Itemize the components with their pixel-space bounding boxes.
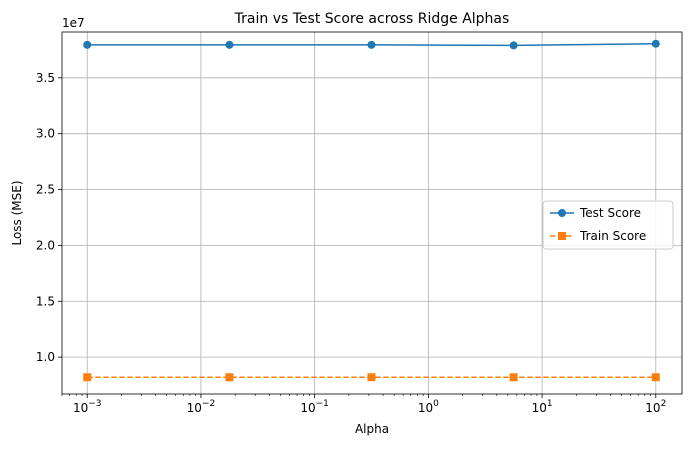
y-tick-label: 1.5 [36,294,55,308]
legend-test-marker [558,209,566,217]
y-tick-label: 2.5 [36,183,55,197]
x-tick-label: 10−2 [187,399,216,415]
y-tick-label: 1.0 [36,350,55,364]
chart-title: Train vs Test Score across Ridge Alphas [234,11,510,27]
test-score-point [83,40,92,49]
x-tick-label: 102 [645,399,666,415]
x-tick-label: 10−1 [300,399,329,415]
x-tick-label: 101 [532,399,553,415]
y-tick-label: 3.0 [36,127,55,141]
legend: Test Score Train Score [542,200,674,250]
x-axis: 10−3 10−2 10−1 100 101 102 [61,394,666,415]
train-score-point [509,373,518,382]
test-score-point [225,40,234,49]
train-score-point [83,373,92,382]
y-offset-label: 1e7 [62,16,85,30]
legend-train-marker [558,232,566,240]
test-score-point [367,40,376,49]
legend-train-label: Train Score [579,229,646,243]
series-layer [83,39,660,382]
x-tick-label: 10−3 [73,399,102,415]
y-axis: 1.0 1.5 2.0 2.5 3.0 3.5 [36,71,62,364]
y-tick-label: 2.0 [36,238,55,252]
x-tick-label: 100 [418,399,439,415]
legend-box [542,200,674,250]
train-score-point [651,373,660,382]
legend-test-label: Test Score [579,206,641,220]
y-axis-label: Loss (MSE) [10,180,24,245]
train-score-point [367,373,376,382]
y-tick-label: 3.5 [36,71,55,85]
train-score-point [225,373,234,382]
test-score-point [509,41,518,50]
plot-frame [61,31,683,395]
x-axis-label: Alpha [355,422,389,436]
test-score-point [651,39,660,48]
